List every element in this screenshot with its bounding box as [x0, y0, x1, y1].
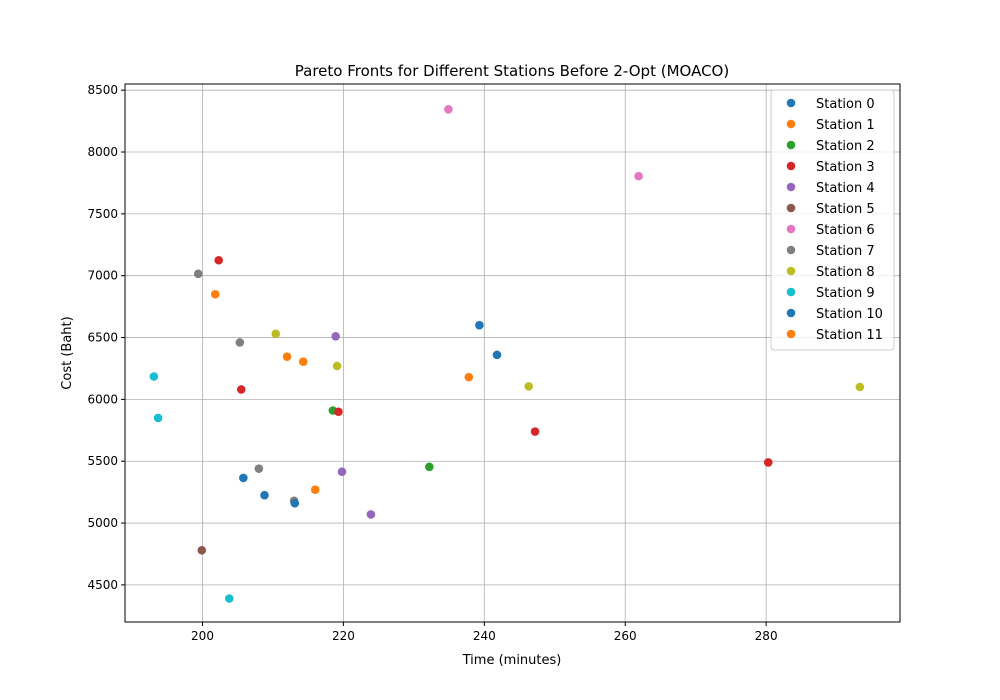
data-point-station-11 — [310, 485, 320, 494]
legend-marker — [786, 203, 796, 213]
data-point-station-8 — [271, 329, 281, 339]
legend-marker — [786, 119, 796, 129]
y-tick-label: 8500 — [87, 83, 118, 97]
legend-entry: Station 0 — [816, 97, 875, 112]
y-tick-label: 7000 — [87, 269, 118, 283]
data-point-station-3 — [236, 385, 246, 394]
legend-entry: Station 2 — [816, 139, 875, 154]
y-tick-label: 5000 — [87, 516, 118, 530]
data-point-station-3 — [530, 427, 540, 436]
legend-entry: Station 10 — [816, 307, 883, 322]
legend-entry: Station 7 — [816, 244, 875, 259]
legend-entry: Station 8 — [816, 265, 875, 280]
legend-marker — [786, 287, 796, 297]
data-point-station-9 — [153, 413, 163, 423]
legend-marker — [786, 308, 796, 318]
legend-marker — [786, 245, 796, 255]
data-point-station-8 — [524, 382, 534, 391]
legend: Station 0 Station 1 Station 2 Station 3 Stat… — [770, 89, 895, 351]
data-point-station-0 — [492, 350, 502, 360]
data-point-station-9 — [149, 372, 159, 381]
legend-marker — [786, 182, 796, 192]
data-point-station-4 — [331, 332, 340, 341]
y-tick-label: 7500 — [87, 207, 118, 221]
data-point-station-3 — [214, 255, 224, 265]
legend-entry: Station 3 — [816, 160, 875, 175]
axis-ticks: 200 220 240 260 280 4500 5000 5500 6000 6500 7000 7… — [87, 83, 777, 643]
data-point-station-7 — [254, 464, 264, 473]
legend-marker — [786, 98, 796, 108]
data-points — [149, 105, 865, 603]
data-point-station-8 — [855, 382, 865, 392]
x-tick-label: 260 — [614, 629, 637, 643]
x-axis-label: Time (minutes) — [462, 653, 562, 668]
data-point-station-1 — [282, 352, 292, 362]
data-point-station-4 — [366, 510, 376, 519]
legend-frame — [770, 89, 895, 351]
y-tick-label: 6500 — [87, 331, 118, 345]
y-tick-label: 6000 — [87, 392, 118, 406]
x-tick-label: 200 — [191, 629, 214, 643]
y-tick-label: 4500 — [87, 578, 118, 592]
x-tick-label: 220 — [332, 629, 355, 643]
data-point-station-8 — [332, 361, 342, 371]
legend-entry: Station 5 — [816, 202, 875, 217]
data-point-station-7 — [193, 269, 203, 279]
legend-marker — [786, 224, 796, 234]
chart-title: Pareto Fronts for Different Stations Bef… — [295, 62, 729, 80]
data-point-station-3 — [763, 458, 773, 467]
data-point-station-9 — [224, 594, 234, 603]
legend-entry: Station 9 — [816, 286, 875, 301]
legend-entry: Station 4 — [816, 181, 875, 196]
data-point-station-1 — [298, 357, 308, 366]
data-point-station-5 — [197, 545, 207, 555]
data-point-station-4 — [337, 467, 347, 477]
legend-marker — [786, 140, 796, 150]
y-tick-label: 5500 — [87, 454, 118, 468]
y-tick-label: 8000 — [87, 145, 118, 159]
data-point-station-7 — [235, 338, 245, 347]
plot-frame — [124, 83, 901, 623]
data-point-station-6 — [444, 105, 453, 114]
y-axis-label: Cost (Baht) — [60, 316, 75, 389]
legend-marker — [786, 161, 796, 171]
legend-entry: Station 6 — [816, 223, 875, 238]
legend-marker — [786, 329, 796, 339]
legend-entry: Station 1 — [816, 118, 875, 133]
x-tick-label: 240 — [473, 629, 496, 643]
legend-entry: Station 11 — [816, 328, 883, 343]
data-point-station-10 — [239, 473, 248, 483]
data-point-station-10 — [260, 490, 269, 500]
data-point-station-3 — [334, 407, 343, 417]
data-point-station-1 — [210, 289, 220, 299]
x-tick-label: 280 — [755, 629, 778, 643]
data-point-station-1 — [464, 372, 474, 382]
legend-marker — [786, 266, 796, 276]
data-point-station-2 — [425, 462, 434, 472]
data-point-station-6 — [634, 171, 643, 181]
data-point-station-0 — [475, 320, 484, 330]
data-point-station-10 — [290, 498, 300, 508]
